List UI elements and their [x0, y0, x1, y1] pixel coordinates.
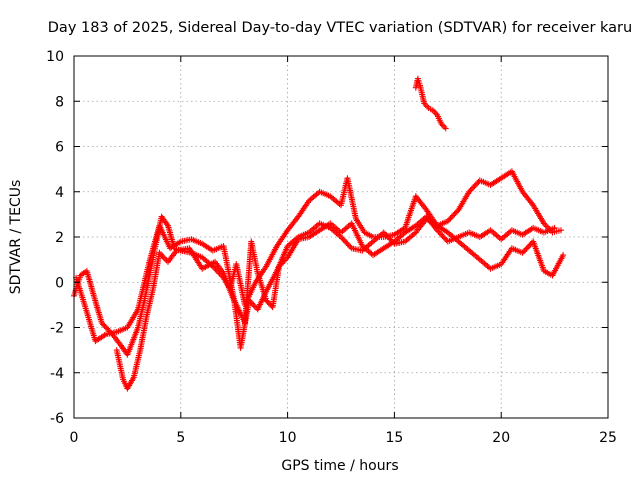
data-point-marker — [384, 233, 391, 240]
y-tick-label: 4 — [55, 185, 64, 201]
data-point-marker — [383, 232, 390, 239]
data-point-marker — [100, 321, 107, 328]
data-point-marker — [104, 325, 111, 332]
data-point-marker — [472, 181, 479, 188]
data-point-marker — [101, 322, 108, 329]
data-point-marker — [380, 229, 387, 236]
y-tick-label: 2 — [55, 230, 64, 246]
data-point-marker — [424, 103, 431, 110]
data-point-marker — [448, 213, 455, 220]
y-tick-label: -4 — [50, 366, 64, 382]
x-axis-ticks: 0 5 10 15 20 25 — [70, 56, 617, 446]
y-axis-ticks: -6 -4 -2 0 2 4 6 8 10 — [46, 49, 608, 427]
data-point-marker — [340, 236, 347, 243]
data-point-marker — [250, 301, 257, 308]
data-point-marker — [160, 254, 167, 261]
data-point-marker — [347, 243, 354, 250]
data-point-marker — [470, 184, 477, 191]
data-point-marker — [447, 215, 454, 222]
data-point-marker — [339, 235, 346, 242]
x-tick-label: 25 — [599, 430, 617, 446]
data-point-marker — [98, 320, 105, 326]
x-tick-label: 10 — [279, 430, 297, 446]
x-tick-label: 5 — [176, 430, 185, 446]
y-tick-label: -6 — [50, 411, 64, 427]
data-point-marker — [264, 298, 271, 305]
data-point-marker — [263, 297, 270, 304]
data-point-marker — [434, 227, 441, 234]
data-point-marker — [523, 245, 530, 252]
y-tick-label: 8 — [55, 94, 64, 110]
data-point-marker — [524, 244, 531, 251]
data-point-marker — [522, 247, 529, 253]
data-point-marker — [551, 224, 558, 231]
data-point-marker — [558, 227, 564, 234]
data-points — [71, 75, 567, 392]
y-axis-label: SDTVAR / TECUs — [8, 180, 24, 295]
data-point-marker — [386, 235, 393, 242]
data-point-marker — [519, 249, 526, 256]
data-point-marker — [467, 187, 474, 194]
data-point-marker — [450, 212, 457, 219]
data-point-marker — [446, 216, 453, 223]
data-point-marker — [213, 267, 220, 274]
data-point-marker — [342, 238, 348, 245]
data-point-marker — [440, 234, 447, 241]
data-point-marker — [346, 242, 352, 249]
y-tick-label: 6 — [55, 140, 64, 156]
data-point-marker — [442, 235, 449, 242]
x-axis-label: GPS time / hours — [281, 458, 398, 474]
data-point-marker — [211, 264, 218, 271]
y-tick-label: -2 — [50, 321, 64, 337]
data-point-marker — [468, 185, 475, 192]
y-tick-label: 0 — [55, 275, 64, 291]
data-point-marker — [454, 208, 461, 215]
data-point-marker — [438, 231, 445, 238]
data-point-marker — [343, 239, 350, 246]
x-tick-label: 15 — [385, 430, 403, 446]
data-point-marker — [560, 252, 567, 259]
data-point-marker — [162, 255, 169, 262]
data-point-marker — [451, 211, 458, 218]
x-tick-label: 20 — [492, 430, 510, 446]
data-point-marker — [382, 230, 389, 237]
data-point-marker — [439, 232, 446, 239]
x-tick-label: 0 — [70, 430, 79, 446]
data-point-marker — [441, 123, 448, 130]
data-point-marker — [102, 324, 109, 331]
data-point-marker — [435, 228, 442, 235]
chart-title: Day 183 of 2025, Sidereal Day-to-day VTE… — [48, 20, 632, 36]
data-point-marker — [520, 248, 527, 255]
data-point-marker — [474, 180, 481, 187]
data-point-marker — [526, 242, 533, 249]
y-tick-label: 10 — [46, 49, 64, 65]
data-point-marker — [471, 183, 478, 190]
data-point-marker — [344, 241, 351, 248]
data-point-marker — [442, 125, 449, 132]
data-point-marker — [452, 209, 459, 216]
